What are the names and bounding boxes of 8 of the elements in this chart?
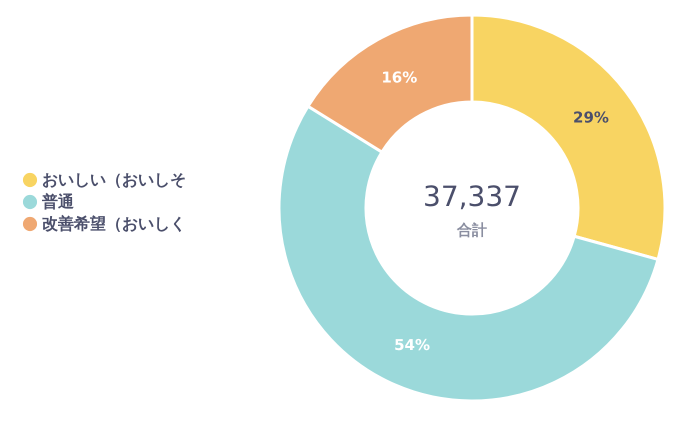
legend-label: 改善希望（おいしく [42, 214, 186, 233]
data-label: 16% [381, 68, 418, 86]
legend-label: おいしい（おいしそ [42, 170, 186, 189]
data-label: 54% [394, 336, 430, 354]
text: 37,337 [423, 180, 521, 213]
legend-label: 普通 [41, 192, 75, 211]
data-label: 29% [573, 108, 609, 126]
text: 合計 [456, 221, 487, 239]
